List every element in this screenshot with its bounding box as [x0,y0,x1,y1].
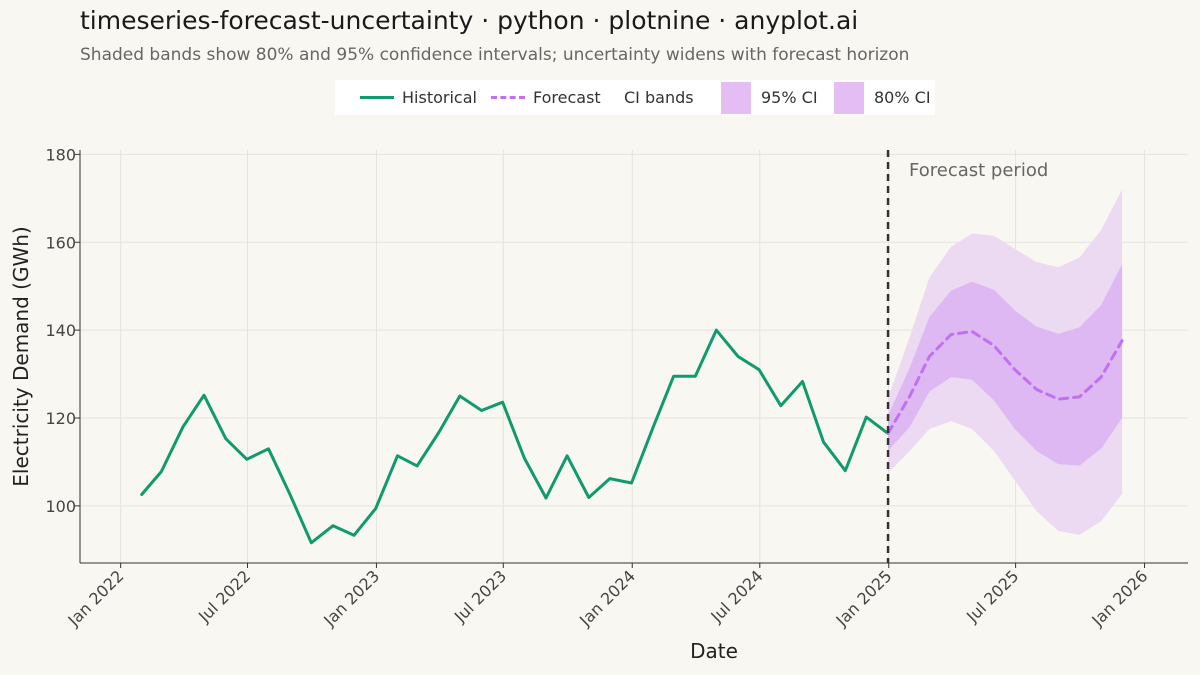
legend-bands-title: CI bands [624,80,694,115]
legend-forecast-label: Forecast [533,88,601,107]
x-tick-label: Jan 2026 [1087,566,1151,630]
x-tick-label: Jul 2025 [962,566,1022,626]
forecast-line [886,330,1124,435]
chart-subtitle: Shaded bands show 80% and 95% confidence… [80,45,910,65]
legend-ci95-swatch [721,81,751,114]
x-tick-label: Jul 2022 [194,566,254,626]
y-tick-label: 120 [45,409,76,428]
legend-ci95-label: 95% CI [761,88,818,107]
legend-item-ci80: 80% CI [834,80,931,115]
legend-ci80-swatch [834,81,864,114]
x-axis-title: Date [690,639,738,663]
x-tick-label: Jan 2023 [319,566,383,630]
x-tick-label: Jan 2024 [575,566,639,630]
legend: Historical Forecast CI bands 95% CI 80% … [335,80,935,115]
x-tick-label: Jan 2022 [64,566,128,630]
x-tick-label: Jul 2023 [450,566,510,626]
legend-historical-key [360,96,394,99]
legend-ci80-label: 80% CI [874,88,931,107]
legend-historical-label: Historical [402,88,477,107]
forecast-period-annotation: Forecast period [909,160,1048,181]
legend-item-forecast: Forecast [491,80,601,115]
legend-item-historical: Historical [360,80,477,115]
x-tick-label: Jul 2024 [706,566,766,626]
y-tick-label: 160 [45,233,76,252]
legend-bands-title-text: CI bands [624,88,694,107]
y-tick-label: 180 [45,145,76,164]
y-tick-label: 100 [45,497,76,516]
x-tick-label: Jan 2025 [832,566,896,630]
y-axis-title: Electricity Demand (GWh) [9,226,33,486]
legend-forecast-key [491,96,525,99]
chart-title: timeseries-forecast-uncertainty · python… [80,6,859,35]
ci80-band [888,264,1123,466]
legend-item-ci95: 95% CI [721,80,818,115]
historical-line [140,328,890,545]
y-tick-label: 140 [45,321,76,340]
